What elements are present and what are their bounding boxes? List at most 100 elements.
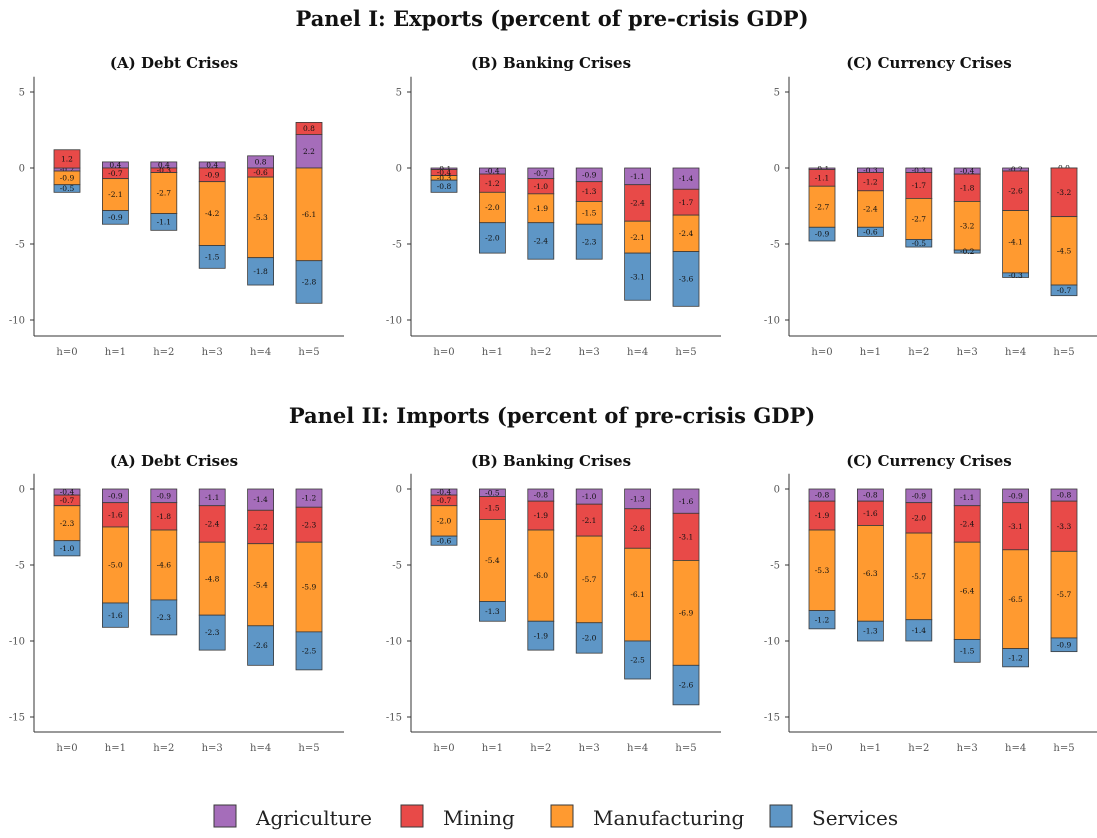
bar-services	[198, 245, 226, 269]
panel-title-exports: Panel I: Exports (percent of pre-crisis …	[295, 6, 808, 31]
bar-label-agriculture: -0.3	[863, 166, 878, 175]
bar-label-agriculture: -0.9	[157, 491, 172, 500]
bar-label-services: -1.3	[863, 627, 878, 636]
bar-label-services: -1.1	[157, 218, 171, 227]
bar-label-agriculture: -1.4	[679, 174, 694, 183]
legend-label-manufacturing: Manufacturing	[593, 806, 744, 830]
subchart-title: (A) Debt Crises	[110, 54, 238, 72]
y-tick-label: 0	[396, 485, 402, 496]
x-tick-label: h=1	[860, 743, 881, 754]
bar-manufacturing	[808, 529, 836, 611]
bar-label-mining: -0.4	[437, 168, 452, 177]
bar-label-mining: 0.8	[303, 124, 315, 133]
legend: Agriculture Mining Manufacturing Services	[213, 804, 898, 830]
legend-swatch-mining	[400, 804, 424, 828]
bar-label-agriculture: -1.4	[253, 495, 268, 504]
bar-label-agriculture: -0.8	[815, 491, 830, 500]
bar-label-manufacturing: -6.4	[960, 586, 975, 595]
bar-label-agriculture: -0.9	[912, 491, 927, 500]
bar-label-manufacturing: -2.4	[679, 229, 694, 238]
bar-label-manufacturing: -5.9	[302, 583, 317, 592]
bar-label-agriculture: -1.3	[630, 494, 645, 503]
x-tick-label: h=2	[530, 743, 551, 754]
bar-label-manufacturing: -1.5	[582, 208, 597, 217]
bar-label-agriculture: -0.9	[582, 170, 597, 179]
bar-label-mining: -1.0	[534, 182, 549, 191]
bar-label-manufacturing: -2.0	[437, 517, 452, 526]
bar-mining	[953, 173, 981, 202]
bar-mining	[150, 502, 178, 531]
bar-label-services: -0.6	[437, 536, 452, 545]
bar-label-manufacturing: -0.3	[437, 173, 452, 182]
bar-label-mining: -1.9	[534, 511, 549, 520]
y-tick-label: 5	[19, 88, 25, 99]
bar-manufacturing	[575, 535, 603, 624]
bar-label-agriculture: -0.2	[1008, 165, 1023, 174]
bar-label-manufacturing: -5.7	[1057, 590, 1072, 599]
bar-mining	[198, 505, 226, 543]
bar-label-services: -1.2	[815, 615, 830, 624]
bar-label-manufacturing: -6.1	[630, 590, 644, 599]
bar-services	[53, 184, 81, 193]
bar-manufacturing	[1002, 210, 1029, 274]
bar-manufacturing	[53, 505, 81, 542]
bar-label-agriculture: 0.4	[206, 161, 218, 170]
bar-label-manufacturing: -2.7	[157, 189, 172, 198]
x-tick-label: h=2	[908, 743, 929, 754]
bar-label-agriculture: -0.4	[60, 488, 75, 497]
bar-services	[1002, 272, 1029, 278]
bar-label-manufacturing: -4.2	[205, 209, 220, 218]
x-tick-label: h=5	[675, 347, 696, 358]
bar-label-agriculture: -0.1	[437, 164, 451, 173]
x-tick-label: h=5	[1053, 743, 1074, 754]
legend-swatch-manufacturing	[550, 804, 574, 828]
legend-label-agriculture: Agriculture	[255, 806, 372, 830]
bar-label-mining: -1.2	[485, 179, 500, 188]
bar-manufacturing	[808, 185, 836, 228]
bar-services	[102, 602, 129, 628]
x-tick-label: h=5	[1053, 347, 1074, 358]
subchart-1-1: (B) Banking Crises 0 -5 -10 -15 -0.4-0.7 -2.0 -…	[386, 452, 721, 754]
bar-label-mining: -2.4	[960, 520, 975, 529]
legend-label-mining: Mining	[443, 806, 515, 830]
x-tick-label: h=4	[1005, 347, 1026, 358]
bar-label-agriculture: -0.9	[1008, 491, 1023, 500]
bar-label-mining: -0.9	[205, 170, 220, 179]
y-tick-label: 0	[774, 485, 780, 496]
y-tick-label: -10	[386, 316, 402, 327]
bar-label-manufacturing: -0.9	[60, 173, 75, 182]
bar-mining	[857, 500, 884, 526]
bar-label-mining: -2.6	[630, 524, 645, 533]
legend-swatch-services	[769, 804, 793, 828]
bar-manufacturing	[672, 560, 700, 666]
bar-label-agriculture: -0.7	[534, 169, 549, 178]
bar-manufacturing	[672, 214, 700, 252]
x-tick-label: h=1	[860, 347, 881, 358]
bar-label-agriculture: -0.4	[960, 167, 975, 176]
bar-label-manufacturing: -2.1	[108, 190, 122, 199]
y-tick-label: -10	[9, 637, 25, 648]
bar-manufacturing	[624, 547, 651, 642]
bar-label-agriculture: -1.1	[630, 172, 644, 181]
subchart-title: (B) Banking Crises	[471, 54, 631, 72]
bar-services	[1050, 637, 1078, 653]
bar-label-services: -1.8	[253, 267, 268, 276]
bar-label-mining: -0.7	[60, 496, 75, 505]
bar-label-agriculture: -0.9	[108, 491, 123, 500]
y-tick-label: 0	[396, 164, 402, 175]
bar-services	[905, 619, 933, 642]
x-tick-label: h=0	[811, 743, 832, 754]
bar-label-manufacturing: -5.4	[253, 580, 268, 589]
bar-label-mining: -0.7	[437, 496, 452, 505]
x-tick-label: h=0	[433, 347, 454, 358]
y-tick-label: 5	[396, 88, 402, 99]
bar-label-services: -2.0	[485, 234, 500, 243]
bar-label-agriculture: -1.0	[582, 492, 597, 501]
bar-manufacturing	[953, 201, 981, 251]
bar-label-services: -2.3	[582, 237, 597, 246]
bar-label-manufacturing: -3.2	[960, 221, 975, 230]
bar-label-manufacturing: -6.3	[863, 569, 878, 578]
y-tick-label: -15	[386, 713, 402, 724]
bar-label-agriculture: -0.2	[60, 165, 75, 174]
x-tick-label: h=0	[433, 743, 454, 754]
